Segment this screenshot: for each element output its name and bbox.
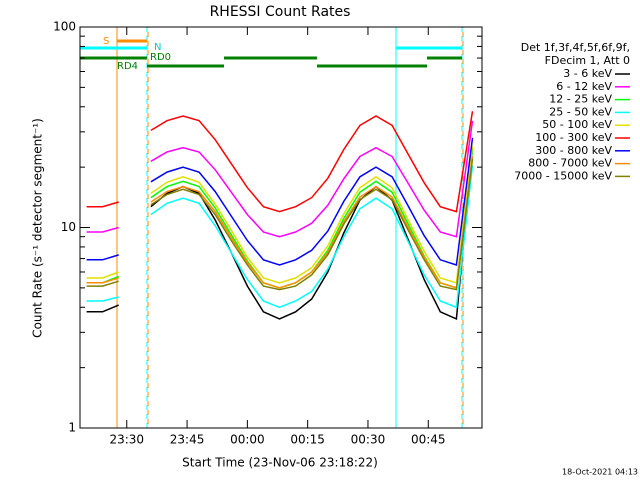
x-tick-label: 23:45 [170, 433, 205, 447]
series-line [150, 145, 474, 284]
flag-label: RD0 [150, 52, 171, 63]
legend-label: 100 - 300 keV [535, 131, 612, 144]
series-line [150, 137, 474, 266]
x-tick-label: 00:45 [411, 433, 446, 447]
x-tick-label: 23:30 [109, 433, 144, 447]
series-line [86, 280, 119, 287]
flag-label: N [154, 42, 161, 53]
series-line [86, 271, 119, 279]
legend-label: 50 - 100 keV [542, 118, 612, 131]
legend-label: 800 - 7000 keV [528, 157, 612, 170]
series-line [150, 158, 474, 291]
legend-label: 3 - 6 keV [563, 67, 612, 80]
legend-label: 7000 - 15000 keV [514, 169, 612, 182]
flag-label: RD4 [117, 61, 138, 72]
flag-label: S [103, 36, 109, 47]
series-line [150, 156, 474, 289]
legend-header: Det 1f,3f,4f,5f,6f,9f, [521, 41, 630, 54]
flags: S N RD0 RD4 [80, 27, 464, 428]
legend-label: 6 - 12 keV [556, 80, 612, 93]
series-line [86, 254, 119, 261]
legend-header: FDecim 1, Att 0 [545, 54, 630, 67]
x-tick-label: 00:00 [230, 433, 265, 447]
timestamp: 18-Oct-2021 04:13 [562, 468, 638, 477]
x-axis-label: Start Time (23-Nov-06 23:18:22) [182, 456, 378, 470]
x-tick-label: 00:30 [351, 433, 386, 447]
series-line [86, 201, 119, 208]
legend-label: 12 - 25 keV [549, 93, 612, 106]
legend-label: 25 - 50 keV [549, 105, 612, 118]
chart-title: RHESSI Count Rates [210, 4, 351, 20]
y-tick-label: 100 [53, 20, 76, 34]
legend-label: 300 - 800 keV [535, 144, 612, 157]
series-line [86, 304, 119, 313]
series-line [86, 296, 119, 302]
series-line [86, 226, 119, 233]
series-line [150, 165, 474, 309]
y-tick-label: 1 [68, 421, 76, 435]
series-line [150, 120, 474, 238]
series-line [86, 277, 119, 284]
series-line [150, 111, 474, 213]
x-tick-label: 00:15 [290, 433, 325, 447]
y-axis-label: Count Rate (s⁻¹ detector segment⁻¹) [31, 118, 45, 338]
y-tick-label: 10 [61, 220, 76, 234]
